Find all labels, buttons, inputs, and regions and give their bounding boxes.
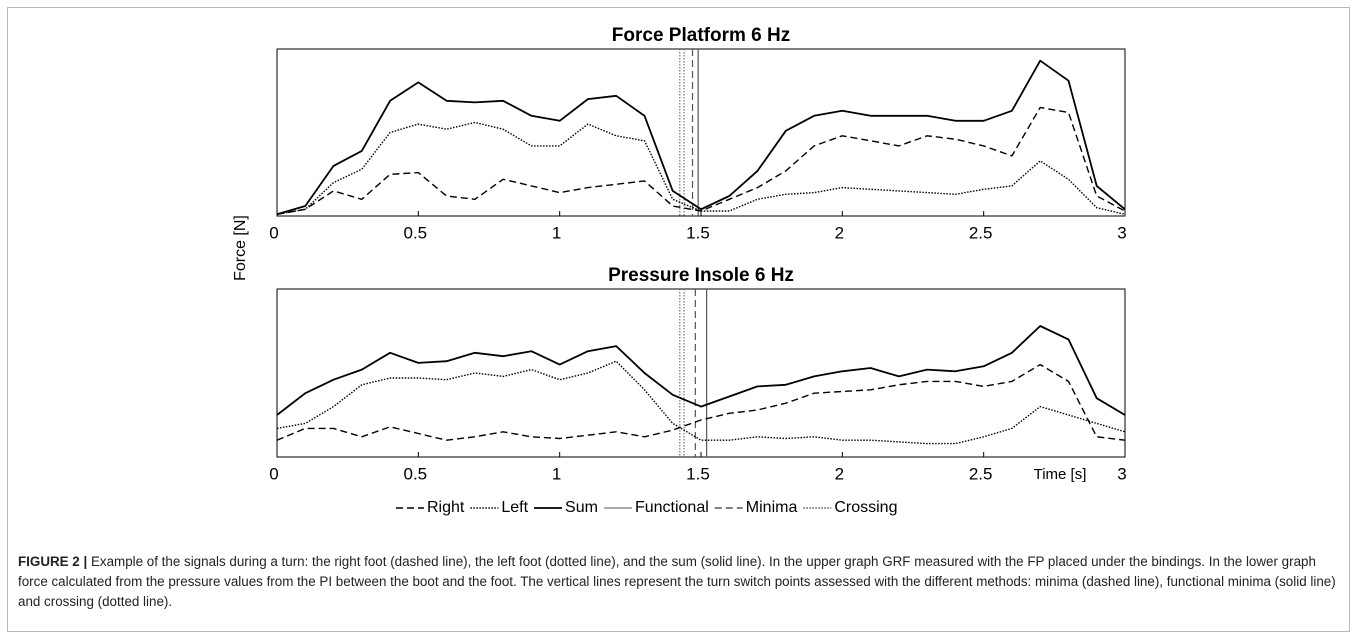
chart: Force [N] Force Platform 6 Hz 0 0.5 1 1.5 2 2.…: [232, 25, 1127, 516]
x-tick-label: 3: [1117, 464, 1126, 483]
x-tick-label: 2.5: [969, 223, 993, 242]
legend-label: Right: [427, 499, 465, 516]
x-tick-label: 2: [835, 223, 844, 242]
x-tick-label: 0.5: [404, 223, 428, 242]
y-axis-label: Force [N]: [232, 215, 249, 281]
series-line: [276, 59, 1126, 216]
legend-label: Sum: [565, 499, 598, 516]
x-tick-label: 3: [1117, 223, 1126, 242]
caption-label: FIGURE 2 |: [18, 554, 88, 569]
x-tick-label: 0: [269, 464, 278, 483]
series-line: [276, 121, 1126, 215]
legend-label: Crossing: [834, 499, 897, 516]
x-tick-label: 1: [552, 223, 561, 242]
series-line: [276, 360, 1126, 445]
series-line: [276, 325, 1126, 416]
legend-label: Minima: [746, 499, 798, 516]
series-line: [276, 106, 1126, 215]
x-tick-label: 1.5: [686, 223, 710, 242]
plot-frame: [276, 288, 1126, 458]
legend-label: Left: [501, 499, 528, 516]
plot-frame: [276, 48, 1126, 217]
x-tick-label: 1: [552, 464, 561, 483]
chart-title: Force Platform 6 Hz: [612, 25, 790, 46]
series-line: [276, 363, 1126, 441]
caption-text: Example of the signals during a turn: th…: [18, 554, 1336, 609]
chart-title: Pressure Insole 6 Hz: [608, 265, 794, 286]
x-tick-label: 0: [269, 223, 278, 242]
x-tick-label: 2.5: [969, 464, 993, 483]
caption: FIGURE 2 | Example of the signals during…: [18, 552, 1338, 612]
x-tick-label: 0.5: [404, 464, 428, 483]
x-axis-label: Time [s]: [1034, 466, 1087, 483]
x-tick-label: 1.5: [686, 464, 710, 483]
figure: Force [N] Force Platform 6 Hz 0 0.5 1 1.5 2 2.…: [7, 7, 1350, 632]
legend-label: Functional: [635, 499, 709, 516]
x-tick-label: 2: [835, 464, 844, 483]
